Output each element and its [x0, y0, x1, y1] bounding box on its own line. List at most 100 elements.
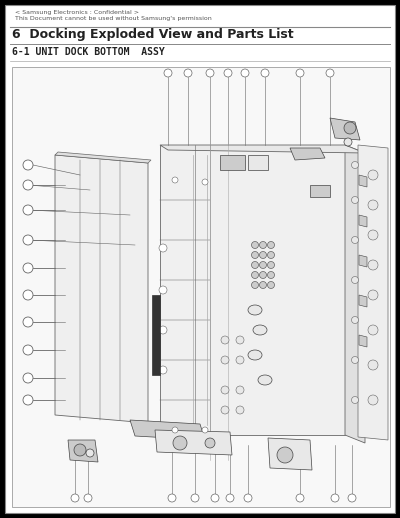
Text: 6-1 UNIT DOCK BOTTOM  ASSY: 6-1 UNIT DOCK BOTTOM ASSY: [12, 47, 165, 57]
Circle shape: [352, 356, 358, 364]
Polygon shape: [130, 420, 205, 440]
Circle shape: [331, 494, 339, 502]
Circle shape: [252, 281, 258, 289]
Ellipse shape: [253, 325, 267, 335]
Polygon shape: [155, 430, 232, 455]
Text: This Document cannot be used without Samsung's permission: This Document cannot be used without Sam…: [15, 16, 212, 21]
Bar: [220, 155, 245, 170]
Circle shape: [191, 494, 199, 502]
Circle shape: [244, 494, 252, 502]
Circle shape: [23, 160, 33, 170]
Circle shape: [352, 162, 358, 168]
Circle shape: [368, 260, 378, 270]
Polygon shape: [160, 145, 365, 153]
Polygon shape: [345, 145, 365, 443]
Circle shape: [184, 69, 192, 77]
Circle shape: [268, 281, 274, 289]
Circle shape: [23, 290, 33, 300]
Circle shape: [74, 444, 86, 456]
Circle shape: [241, 69, 249, 77]
Circle shape: [23, 263, 33, 273]
Circle shape: [252, 262, 258, 268]
Circle shape: [368, 230, 378, 240]
Polygon shape: [160, 145, 345, 435]
Circle shape: [211, 494, 219, 502]
Circle shape: [23, 205, 33, 215]
Bar: [152, 295, 160, 375]
Circle shape: [260, 271, 266, 279]
Circle shape: [23, 317, 33, 327]
Circle shape: [159, 366, 167, 374]
Polygon shape: [359, 295, 367, 307]
Circle shape: [221, 356, 229, 364]
Circle shape: [71, 494, 79, 502]
Circle shape: [172, 427, 178, 433]
Circle shape: [260, 241, 266, 249]
Circle shape: [326, 69, 334, 77]
Circle shape: [252, 241, 258, 249]
Circle shape: [368, 360, 378, 370]
Polygon shape: [359, 335, 367, 347]
Circle shape: [173, 436, 187, 450]
Ellipse shape: [248, 350, 262, 360]
Circle shape: [23, 235, 33, 245]
Circle shape: [352, 277, 358, 283]
Circle shape: [352, 196, 358, 204]
Circle shape: [260, 252, 266, 258]
Bar: [310, 185, 330, 197]
Circle shape: [352, 396, 358, 404]
Circle shape: [221, 386, 229, 394]
Circle shape: [221, 336, 229, 344]
Circle shape: [260, 262, 266, 268]
Circle shape: [236, 356, 244, 364]
Polygon shape: [359, 255, 367, 267]
Circle shape: [368, 325, 378, 335]
Circle shape: [277, 447, 293, 463]
Text: < Samsung Electronics : Confidential >: < Samsung Electronics : Confidential >: [15, 10, 139, 15]
Bar: [248, 155, 268, 170]
Circle shape: [23, 345, 33, 355]
Circle shape: [252, 271, 258, 279]
Circle shape: [236, 386, 244, 394]
Ellipse shape: [258, 375, 272, 385]
Polygon shape: [268, 438, 312, 470]
Circle shape: [86, 449, 94, 457]
Text: 6  Docking Exploded View and Parts List: 6 Docking Exploded View and Parts List: [12, 28, 294, 41]
Polygon shape: [290, 148, 325, 160]
Polygon shape: [359, 175, 367, 187]
Circle shape: [268, 262, 274, 268]
Circle shape: [202, 427, 208, 433]
Polygon shape: [359, 215, 367, 227]
Circle shape: [296, 69, 304, 77]
Polygon shape: [55, 152, 151, 163]
Circle shape: [348, 494, 356, 502]
Circle shape: [352, 316, 358, 324]
Circle shape: [23, 373, 33, 383]
Circle shape: [168, 494, 176, 502]
Circle shape: [159, 326, 167, 334]
Circle shape: [296, 494, 304, 502]
Ellipse shape: [248, 305, 262, 315]
Circle shape: [23, 395, 33, 405]
Circle shape: [252, 252, 258, 258]
Bar: [12, 67, 390, 507]
Circle shape: [368, 395, 378, 405]
Circle shape: [206, 69, 214, 77]
Circle shape: [268, 252, 274, 258]
Circle shape: [205, 438, 215, 448]
Circle shape: [368, 200, 378, 210]
Circle shape: [159, 286, 167, 294]
Circle shape: [236, 406, 244, 414]
Circle shape: [23, 180, 33, 190]
Circle shape: [202, 179, 208, 185]
Circle shape: [261, 69, 269, 77]
Circle shape: [172, 177, 178, 183]
Circle shape: [221, 406, 229, 414]
Polygon shape: [68, 440, 98, 462]
Circle shape: [352, 237, 358, 243]
Circle shape: [260, 281, 266, 289]
Circle shape: [268, 271, 274, 279]
Circle shape: [344, 138, 352, 146]
Circle shape: [268, 241, 274, 249]
Polygon shape: [330, 118, 360, 140]
